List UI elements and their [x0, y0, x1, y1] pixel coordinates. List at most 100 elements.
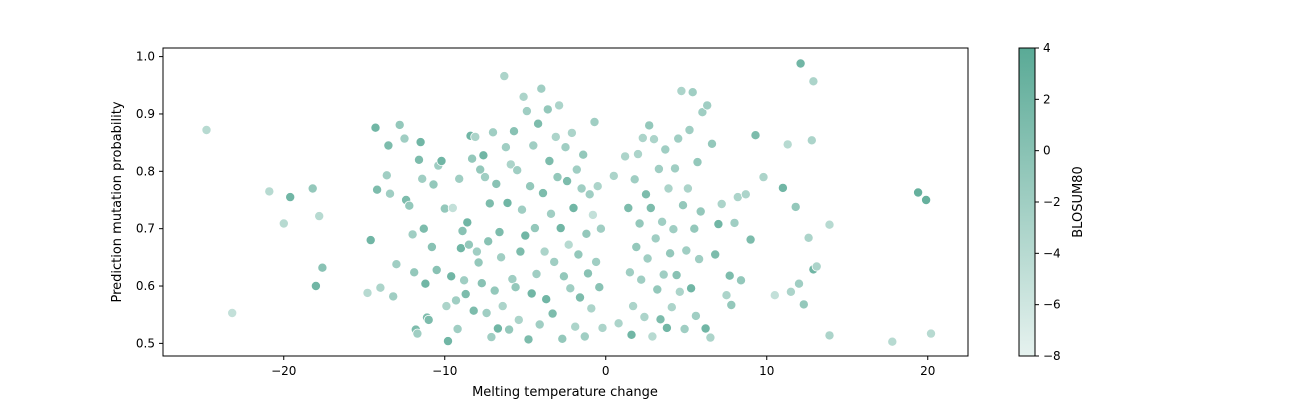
data-point — [418, 223, 429, 234]
data-point — [515, 246, 526, 257]
data-point — [785, 286, 796, 297]
colorbar-tick-label: −8 — [1043, 349, 1061, 363]
data-point — [517, 204, 528, 215]
data-point — [887, 336, 898, 347]
data-point — [682, 183, 693, 194]
colorbar-tick-label: −4 — [1043, 246, 1061, 260]
data-point — [523, 334, 534, 345]
data-point — [620, 151, 631, 162]
data-point — [631, 241, 642, 252]
data-point — [479, 172, 490, 183]
data-point — [513, 314, 524, 325]
data-point — [565, 283, 576, 294]
data-point — [533, 118, 544, 129]
y-tick-label: 1.0 — [136, 50, 155, 64]
data-point — [388, 291, 399, 302]
y-tick-label: 0.8 — [136, 164, 155, 178]
data-point — [571, 164, 582, 175]
x-tick-label: 20 — [920, 364, 935, 378]
data-point — [583, 268, 594, 279]
y-tick-label: 0.5 — [136, 336, 155, 350]
data-point — [436, 155, 447, 166]
data-point — [447, 202, 458, 213]
data-point — [394, 119, 405, 130]
data-point — [653, 163, 664, 174]
data-point — [581, 228, 592, 239]
data-point — [670, 163, 681, 174]
data-point — [462, 217, 473, 228]
data-point — [661, 322, 672, 333]
data-point — [676, 86, 687, 97]
data-point — [578, 149, 589, 160]
data-point — [624, 267, 635, 278]
data-point — [508, 126, 519, 137]
data-point — [636, 274, 647, 285]
data-point — [546, 208, 557, 219]
data-point — [650, 233, 661, 244]
data-point — [552, 172, 563, 183]
data-point — [663, 183, 674, 194]
data-point — [679, 323, 690, 334]
data-point — [383, 140, 394, 151]
data-point — [687, 87, 698, 98]
y-tick-label: 0.7 — [136, 222, 155, 236]
x-tick-label: 0 — [602, 364, 610, 378]
data-point — [560, 142, 571, 153]
data-point — [644, 120, 655, 131]
data-point — [310, 280, 321, 291]
data-point — [381, 170, 392, 181]
data-point — [372, 184, 383, 195]
data-point — [201, 125, 212, 136]
data-point — [926, 328, 937, 339]
data-point — [518, 91, 529, 102]
data-point — [529, 223, 540, 234]
data-point — [597, 322, 608, 333]
data-point — [512, 165, 523, 176]
data-point — [534, 319, 545, 330]
data-point — [824, 219, 835, 230]
data-point — [674, 286, 685, 297]
data-point — [671, 270, 682, 281]
data-point — [736, 275, 747, 286]
data-point — [594, 282, 605, 293]
data-point — [486, 332, 497, 343]
y-tick-label: 0.9 — [136, 107, 155, 121]
data-point — [384, 188, 395, 199]
data-point — [484, 198, 495, 209]
data-point — [595, 223, 606, 234]
data-point — [626, 329, 637, 340]
data-point — [558, 271, 569, 282]
data-point — [227, 307, 238, 318]
data-point — [642, 253, 653, 264]
data-point — [729, 217, 740, 228]
data-point — [921, 194, 932, 205]
data-point — [431, 264, 442, 275]
data-point — [510, 282, 521, 293]
data-point — [645, 202, 656, 213]
data-point — [426, 241, 437, 252]
data-point — [531, 268, 542, 279]
data-point — [589, 117, 600, 128]
data-point — [492, 323, 503, 334]
data-point — [428, 179, 439, 190]
data-point — [608, 170, 619, 181]
data-point — [526, 288, 537, 299]
data-point — [641, 189, 652, 200]
data-point — [758, 172, 769, 183]
data-point — [441, 301, 452, 312]
data-point — [586, 303, 597, 314]
data-point — [576, 183, 587, 194]
data-point — [264, 186, 275, 197]
data-point — [913, 187, 924, 198]
data-point — [629, 174, 640, 185]
data-point — [554, 100, 565, 111]
data-point — [317, 262, 328, 273]
data-point — [478, 150, 489, 161]
data-point — [647, 331, 658, 342]
data-point — [491, 178, 502, 189]
data-point — [726, 299, 737, 310]
data-point — [790, 201, 801, 212]
data-point — [695, 206, 706, 217]
data-point — [541, 294, 552, 305]
data-point — [665, 248, 676, 259]
